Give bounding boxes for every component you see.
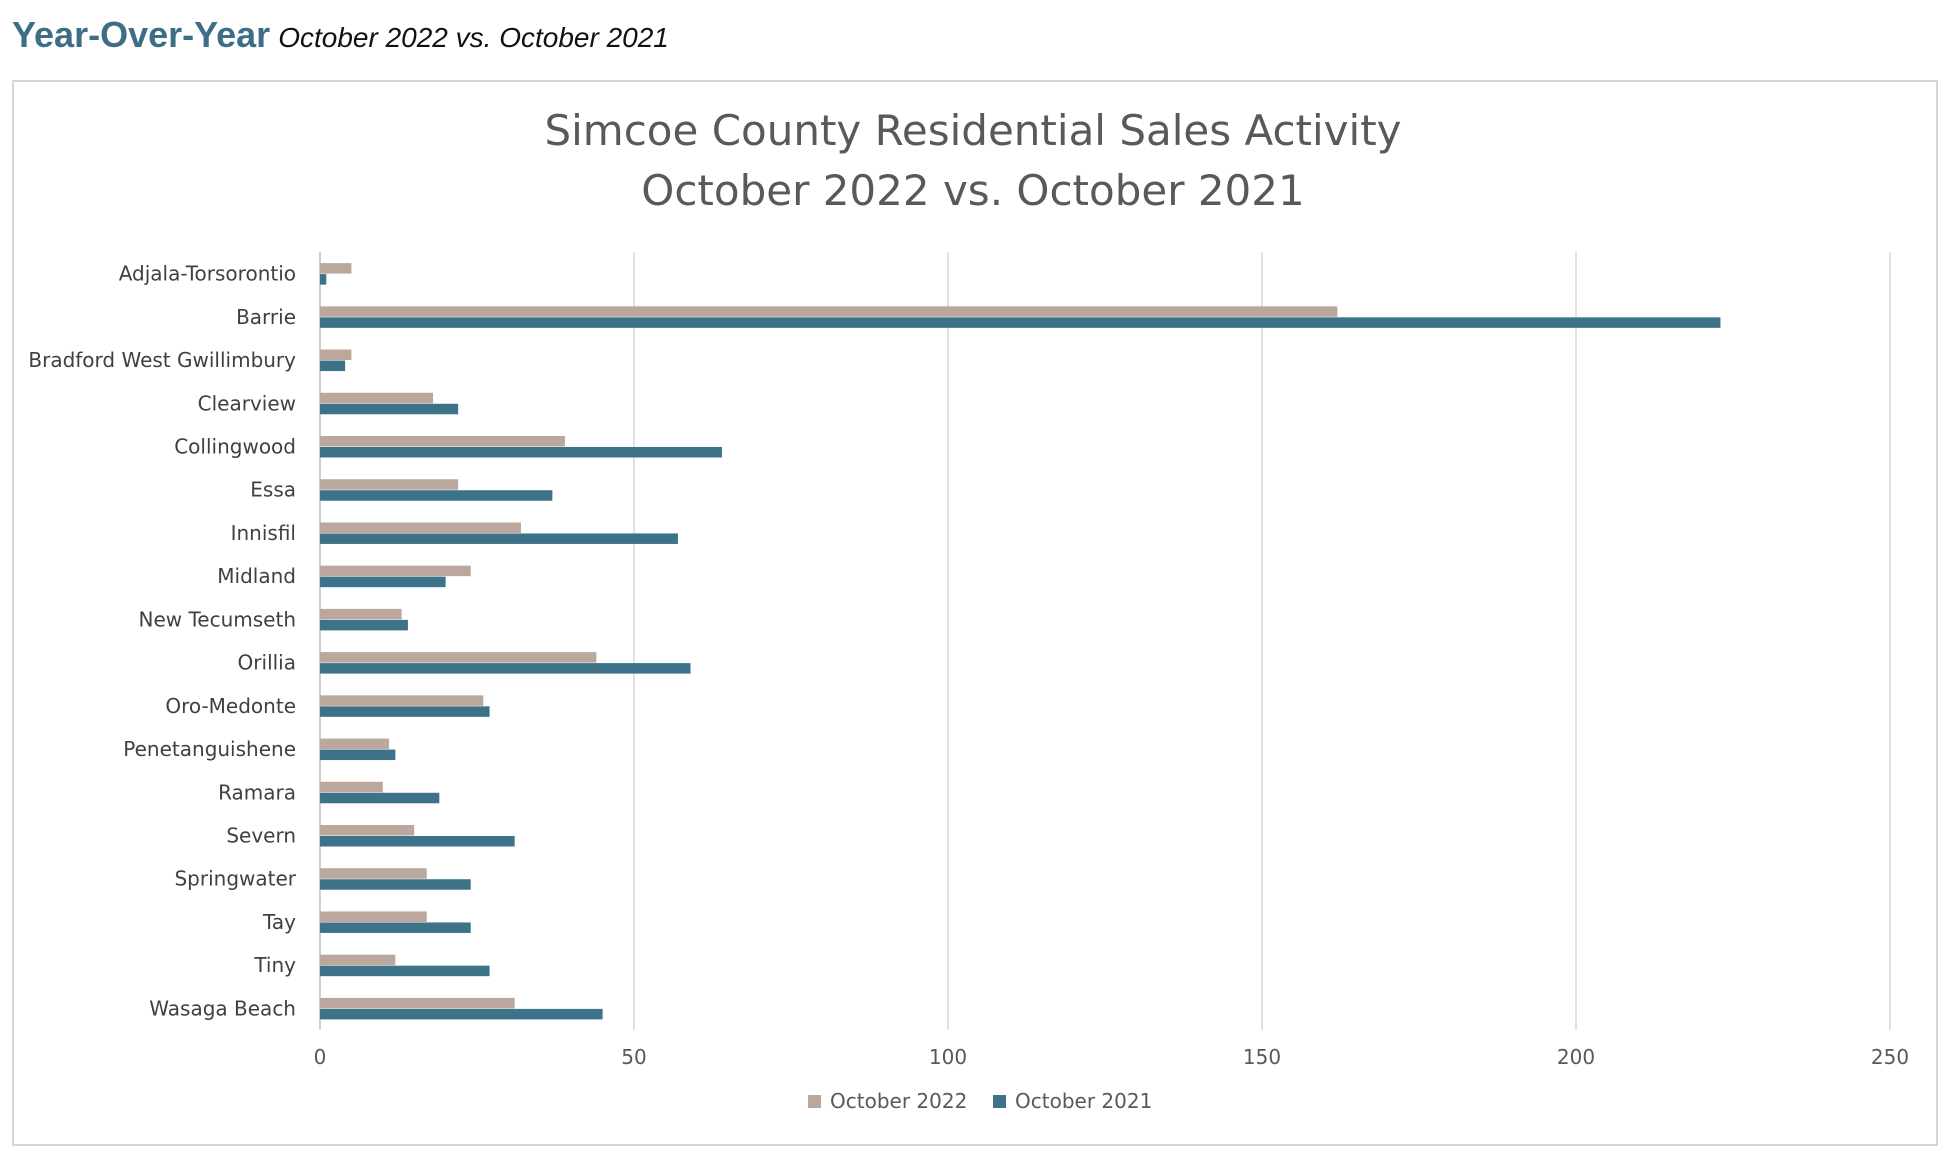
bar-oct-2021 — [320, 403, 459, 415]
bar-oct-2021 — [320, 836, 515, 847]
bar-oct-2021 — [320, 360, 346, 372]
bar-oct-2021 — [320, 576, 446, 588]
y-tick-label: Essa — [250, 478, 296, 502]
legend-label: October 2021 — [1015, 1089, 1152, 1113]
chart-title-line-2: October 2022 vs. October 2021 — [641, 166, 1304, 215]
x-tick-label: 200 — [1557, 1045, 1595, 1069]
chart-panel — [12, 80, 1938, 1146]
bar-oct-2022 — [320, 392, 434, 404]
legend-swatch — [993, 1095, 1006, 1108]
y-tick-label: Barrie — [236, 305, 296, 329]
bar-oct-2022 — [320, 652, 597, 663]
y-tick-label: Severn — [226, 824, 296, 848]
bar-oct-2021 — [320, 663, 691, 674]
x-tick-label: 250 — [1871, 1045, 1909, 1069]
bar-oct-2021 — [320, 1008, 603, 1020]
legend-label: October 2022 — [830, 1089, 967, 1113]
heading-title: Year-Over-Year — [12, 14, 271, 55]
y-tick-label: Ramara — [218, 780, 296, 804]
x-tick-label: 0 — [314, 1045, 327, 1069]
bar-oct-2021 — [320, 447, 722, 458]
y-tick-label: Bradford West Gwillimbury — [28, 348, 296, 372]
bar-oct-2022 — [320, 695, 484, 706]
y-tick-label: Midland — [217, 564, 296, 588]
bar-oct-2021 — [320, 879, 471, 890]
x-tick-label: 50 — [621, 1045, 646, 1069]
bar-oct-2022 — [320, 522, 521, 533]
bar-oct-2021 — [320, 706, 490, 717]
bar-oct-2022 — [320, 479, 459, 490]
bar-oct-2021 — [320, 317, 1721, 328]
y-tick-label: Innisfil — [231, 521, 296, 545]
bar-oct-2022 — [320, 781, 383, 793]
chart-title-line-1: Simcoe County Residential Sales Activity — [544, 106, 1401, 155]
bar-oct-2022 — [320, 868, 427, 879]
bar-oct-2021 — [320, 792, 440, 804]
bar-oct-2021 — [320, 922, 471, 933]
bar-oct-2022 — [320, 349, 352, 361]
bar-oct-2022 — [320, 954, 396, 966]
y-tick-label: New Tecumseth — [139, 607, 297, 631]
y-tick-label: Oro-Medonte — [165, 694, 296, 718]
bar-oct-2021 — [320, 965, 490, 977]
y-tick-label: Tay — [262, 910, 296, 934]
y-tick-label: Collingwood — [174, 435, 296, 459]
bar-oct-2022 — [320, 911, 427, 922]
x-tick-label: 150 — [1243, 1045, 1281, 1069]
bar-oct-2022 — [320, 436, 565, 447]
bar-oct-2021 — [320, 490, 553, 501]
bar-oct-2021 — [320, 274, 327, 285]
bar-oct-2022 — [320, 825, 415, 836]
bar-oct-2022 — [320, 997, 515, 1009]
legend-swatch — [808, 1095, 821, 1108]
y-tick-label: Adjala-Torsorontio — [119, 262, 296, 286]
page-heading: Year-Over-Year October 2022 vs. October 2… — [12, 14, 669, 56]
bar-oct-2021 — [320, 619, 408, 631]
y-tick-label: Springwater — [174, 867, 296, 891]
y-tick-label: Clearview — [198, 391, 296, 415]
y-tick-label: Penetanguishene — [123, 737, 296, 761]
y-tick-label: Wasaga Beach — [149, 996, 296, 1020]
bar-oct-2022 — [320, 263, 352, 274]
bar-oct-2022 — [320, 738, 390, 750]
bar-oct-2021 — [320, 749, 396, 761]
bar-oct-2021 — [320, 533, 678, 544]
bar-oct-2022 — [320, 306, 1338, 317]
y-tick-label: Orillia — [238, 651, 296, 675]
heading-subtitle: October 2022 vs. October 2021 — [278, 22, 669, 53]
x-tick-label: 100 — [929, 1045, 967, 1069]
y-tick-label: Tiny — [253, 953, 296, 977]
bar-oct-2022 — [320, 608, 402, 620]
bar-oct-2022 — [320, 565, 471, 577]
